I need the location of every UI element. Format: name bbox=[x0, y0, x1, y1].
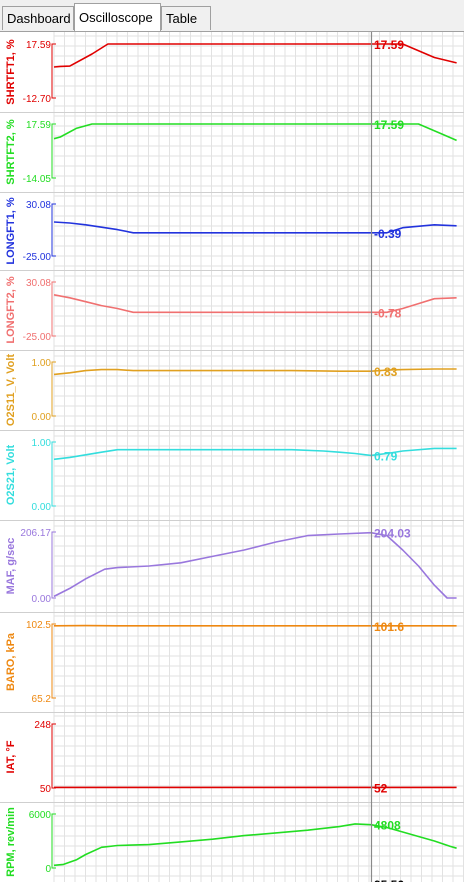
channel-name: O2S11_V, Volt bbox=[5, 354, 17, 426]
channel-name: MAF, g/sec bbox=[5, 538, 17, 595]
axis-max-label: 102.5 bbox=[26, 620, 51, 631]
axis-max-label: 1.00 bbox=[32, 438, 52, 449]
axis-min-label: 0.00 bbox=[32, 412, 52, 423]
axis-max-label: 1.00 bbox=[32, 358, 52, 369]
cursor-value: 17.59 bbox=[374, 118, 404, 132]
axis-bracket bbox=[51, 441, 56, 507]
axis-max-label: 206.17 bbox=[20, 528, 51, 539]
axis-min-label: 50 bbox=[40, 784, 52, 795]
cursor-value: -0.78 bbox=[374, 306, 402, 320]
channel-5: O2S11_V, Volt 1.00 0.00 0.83 bbox=[0, 354, 464, 431]
channel-name: O2S21, Volt bbox=[5, 445, 17, 506]
channel-10: RPM, rev/min 6000 0 4808 bbox=[5, 807, 457, 877]
axis-min-label: -12.70 bbox=[23, 94, 52, 105]
axis-bracket bbox=[51, 43, 56, 99]
axis-max-label: 17.59 bbox=[26, 40, 51, 51]
channel-1: SHRTFT1, % 17.59 -12.70 17.59 bbox=[0, 38, 464, 113]
tab-dashboard[interactable]: Dashboard bbox=[2, 6, 74, 30]
cursor-value: 0.83 bbox=[374, 365, 398, 379]
channel-6: O2S21, Volt 1.00 0.00 0.79 bbox=[0, 438, 464, 521]
trace-line bbox=[53, 294, 457, 314]
channel-name: SHRTFT2, % bbox=[5, 119, 17, 185]
channel-name: BARO, kPa bbox=[5, 632, 17, 691]
axis-max-label: 30.08 bbox=[26, 200, 51, 211]
cursor-value: 0.79 bbox=[374, 449, 398, 463]
axis-max-label: 17.59 bbox=[26, 120, 51, 131]
trace-line bbox=[53, 43, 457, 68]
axis-bracket bbox=[51, 813, 56, 869]
axis-min-label: 65.2 bbox=[32, 694, 52, 705]
channel-name: LONGFT2, % bbox=[5, 276, 17, 343]
oscilloscope-panel: SHRTFT1, % 17.59 -12.70 17.59 SHRTFT2, % 17.5… bbox=[0, 32, 464, 882]
axis-bracket bbox=[51, 361, 56, 417]
tab-table[interactable]: Table bbox=[161, 6, 211, 30]
cursor-value-next-channel: 95.56 bbox=[374, 878, 404, 882]
tab-bar: Dashboard Oscilloscope Table bbox=[0, 0, 464, 32]
trace-line bbox=[53, 368, 457, 376]
channel-2: SHRTFT2, % 17.59 -14.05 17.59 bbox=[0, 118, 464, 193]
channel-9: IAT, °F 248 50 52 bbox=[0, 720, 464, 803]
cursor-value: 4808 bbox=[374, 819, 401, 833]
channel-name: IAT, °F bbox=[5, 740, 17, 773]
channel-name: RPM, rev/min bbox=[5, 807, 17, 877]
cursor-value: 204.03 bbox=[374, 527, 411, 541]
axis-min-label: -25.00 bbox=[23, 252, 52, 263]
trace-line bbox=[53, 447, 457, 461]
tab-divider bbox=[0, 31, 464, 32]
channel-name: SHRTFT1, % bbox=[5, 39, 17, 105]
axis-max-label: 6000 bbox=[29, 810, 52, 821]
axis-min-label: -14.05 bbox=[23, 174, 52, 185]
trace-line bbox=[53, 823, 457, 867]
tab-oscilloscope[interactable]: Oscilloscope bbox=[74, 3, 161, 32]
channel-name: LONGFT1, % bbox=[5, 197, 17, 264]
cursor-value: 17.59 bbox=[374, 38, 404, 52]
axis-bracket bbox=[51, 203, 56, 257]
axis-min-label: -25.00 bbox=[23, 332, 52, 343]
channel-4: LONGFT2, % 30.08 -25.00 -0.78 bbox=[0, 276, 464, 351]
axis-bracket bbox=[51, 531, 56, 599]
axis-min-label: 0.00 bbox=[32, 594, 52, 605]
channel-8: BARO, kPa 102.5 65.2 101.6 bbox=[0, 620, 464, 713]
axis-bracket bbox=[51, 123, 56, 179]
axis-min-label: 0 bbox=[45, 864, 51, 875]
axis-bracket bbox=[51, 623, 56, 699]
channel-3: LONGFT1, % 30.08 -25.00 -0.39 bbox=[0, 197, 464, 271]
axis-max-label: 30.08 bbox=[26, 278, 51, 289]
cursor-value: 101.6 bbox=[374, 620, 404, 634]
cursor-value: -0.39 bbox=[374, 227, 402, 241]
oscilloscope-plot[interactable]: SHRTFT1, % 17.59 -12.70 17.59 SHRTFT2, % 17.5… bbox=[0, 32, 464, 882]
trace-line bbox=[53, 221, 457, 234]
grid bbox=[53, 32, 464, 882]
axis-max-label: 248 bbox=[34, 720, 51, 731]
cursor-value: 52 bbox=[374, 781, 388, 795]
axis-min-label: 0.00 bbox=[32, 502, 52, 513]
trace-line bbox=[53, 531, 457, 599]
axis-bracket bbox=[51, 281, 56, 337]
trace-line bbox=[53, 123, 457, 142]
